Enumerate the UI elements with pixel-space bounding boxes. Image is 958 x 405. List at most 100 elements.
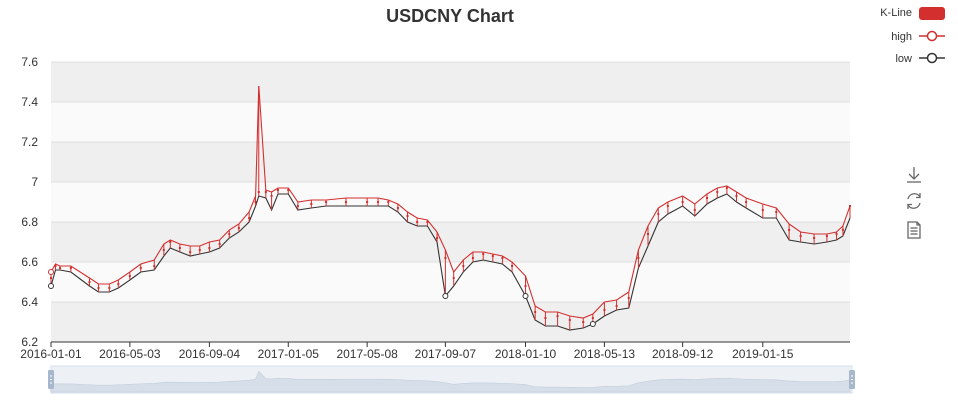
x-tick-label: 2018-01-10 — [495, 347, 557, 361]
x-tick-label: 2018-05-13 — [574, 347, 636, 361]
candle-body — [69, 267, 72, 269]
series-high-marker — [48, 269, 54, 275]
candle-body — [716, 191, 719, 193]
candle-body — [534, 311, 537, 313]
candle-body — [825, 235, 828, 237]
candle-body — [178, 247, 181, 249]
series-low-marker — [589, 321, 596, 327]
candle-body — [603, 309, 606, 311]
candle-body — [666, 205, 669, 207]
candle-body — [153, 265, 156, 267]
candle-body — [237, 227, 240, 229]
candle-body — [615, 305, 618, 307]
candle-body — [849, 205, 851, 207]
y-tick-label: 6.4 — [21, 295, 38, 309]
candle-body — [162, 249, 165, 251]
candle-body — [637, 257, 640, 259]
candle-body — [50, 277, 52, 279]
candle-body — [835, 233, 838, 235]
candle-body — [426, 221, 429, 223]
legend-label-low: low — [895, 53, 912, 65]
x-tick-label: 2016-05-03 — [99, 347, 161, 361]
candle-body — [198, 249, 201, 251]
candle-body — [387, 201, 390, 203]
legend-label-high: high — [891, 31, 912, 43]
legend-label-kline: K-Line — [880, 7, 912, 19]
toolbox — [905, 166, 923, 239]
data-zoom-handle-left[interactable] — [48, 370, 54, 389]
legend-item-kline[interactable]: K-Line — [880, 7, 945, 20]
candle-body — [735, 195, 738, 197]
candle-body — [444, 257, 447, 259]
candle-body — [841, 229, 844, 231]
y-tick-label: 7 — [31, 175, 38, 189]
candle-body — [139, 267, 142, 269]
candle-body — [396, 207, 399, 209]
candle-body — [556, 315, 559, 317]
candle-body — [471, 257, 474, 259]
legend-item-low[interactable]: low — [895, 52, 945, 65]
grid-band — [51, 62, 850, 102]
candle-body — [228, 233, 231, 235]
candle-body — [813, 237, 816, 239]
candle-body — [436, 237, 439, 239]
candle-body — [462, 265, 465, 267]
candle-body — [706, 197, 709, 199]
x-tick-label: 2016-09-04 — [179, 347, 241, 361]
data-zoom-handle-right[interactable] — [849, 370, 855, 389]
refresh-icon[interactable] — [905, 192, 923, 210]
candle-body — [761, 209, 764, 211]
candle-body — [344, 201, 347, 203]
document-icon[interactable] — [907, 221, 921, 239]
candle-body — [745, 201, 748, 203]
candle-body — [248, 217, 251, 219]
candle-body — [788, 229, 791, 231]
plot-series — [48, 85, 851, 331]
candle-body — [491, 255, 494, 257]
y-tick-label: 6.6 — [21, 255, 38, 269]
candle-body — [647, 233, 650, 235]
candle-body — [325, 201, 328, 203]
legend-swatch-kline — [919, 7, 945, 20]
y-tick-label: 7.2 — [21, 135, 38, 149]
legend: K-Line high low — [880, 7, 945, 65]
candle-body — [544, 317, 547, 319]
series-low-marker — [442, 293, 449, 299]
y-tick-label: 7.4 — [21, 95, 38, 109]
candle-body — [270, 195, 273, 197]
candle-body — [582, 321, 585, 323]
candle-body — [681, 201, 684, 203]
candle-body — [264, 191, 267, 193]
y-tick-label: 6.2 — [21, 335, 38, 349]
data-zoom-selected-range[interactable] — [51, 366, 852, 393]
candle-body — [277, 189, 280, 191]
candle-body — [287, 189, 290, 191]
y-axis: 6.2 6.4 6.6 6.8 7 7.2 7.4 7.6 — [21, 55, 38, 349]
candle-body — [257, 191, 260, 193]
candle-body — [54, 265, 57, 267]
x-tick-label: 2017-05-08 — [336, 347, 398, 361]
chart-title: USDCNY Chart — [386, 6, 514, 26]
candle-body — [366, 201, 369, 203]
download-icon[interactable] — [905, 166, 923, 184]
legend-item-high[interactable]: high — [891, 30, 945, 43]
candle-body — [58, 267, 61, 269]
candle-body — [377, 201, 380, 203]
candle-body — [657, 213, 660, 215]
data-zoom-slider[interactable] — [48, 365, 855, 394]
y-tick-label: 6.8 — [21, 215, 38, 229]
grid-band — [51, 222, 850, 262]
candle-body — [775, 211, 778, 213]
x-tick-label: 2016-01-01 — [20, 347, 82, 361]
series-low-marker — [48, 283, 54, 289]
candle-body — [97, 287, 100, 289]
candle-body — [189, 251, 192, 253]
y-tick-label: 7.6 — [21, 55, 38, 69]
candle-body — [482, 253, 485, 255]
x-axis: 2016-01-01 2016-05-03 2016-09-04 2017-01-05… — [20, 341, 850, 361]
candle-body — [524, 285, 527, 287]
candle-body — [296, 205, 299, 207]
candle-body — [108, 287, 111, 289]
x-tick-label: 2017-09-07 — [415, 347, 477, 361]
